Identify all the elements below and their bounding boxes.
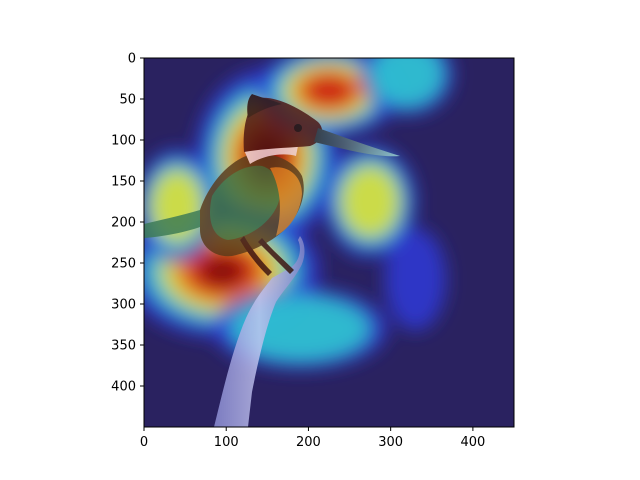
bird-wing	[209, 165, 281, 240]
plot-frame	[143, 57, 515, 428]
x-axis: 0 100 200 300 400	[140, 427, 485, 450]
heat-spot-2-band-4	[303, 74, 355, 108]
y-axis: 0 50 100 150 200 250 300 350 400	[111, 52, 144, 395]
y-tick-label: 400	[111, 380, 136, 395]
y-tick-label: 100	[111, 134, 136, 149]
x-tick-label: 300	[378, 435, 403, 450]
x-tick-label: 400	[460, 435, 485, 450]
y-tick-label: 200	[111, 216, 136, 231]
y-tick-label: 300	[111, 298, 136, 313]
heat-spot-6-band-1	[370, 58, 445, 108]
x-tick-label: 0	[140, 435, 148, 450]
bird-beak	[314, 128, 400, 157]
y-tick-label: 250	[111, 257, 136, 272]
x-tick-label: 100	[214, 435, 239, 450]
bird-crest	[247, 94, 282, 118]
heat-spot-3-band-2	[340, 165, 400, 238]
bird-breast	[270, 167, 302, 236]
bird-feet	[240, 236, 294, 276]
y-tick-label: 150	[111, 175, 136, 190]
y-tick-label: 0	[128, 52, 136, 67]
bird-eye	[294, 124, 302, 132]
bird-tail	[144, 210, 212, 238]
kingfisher-image-layer	[144, 94, 400, 427]
bird-head	[243, 97, 323, 152]
y-tick-label: 50	[119, 93, 136, 108]
heat-spot-1-band-5	[200, 256, 244, 287]
x-tick-label: 200	[296, 435, 321, 450]
heat-spot-7-band-0	[384, 228, 447, 331]
heatmap-plot-area	[144, 58, 514, 427]
branch-shape	[214, 236, 305, 427]
y-tick-label: 350	[111, 339, 136, 354]
